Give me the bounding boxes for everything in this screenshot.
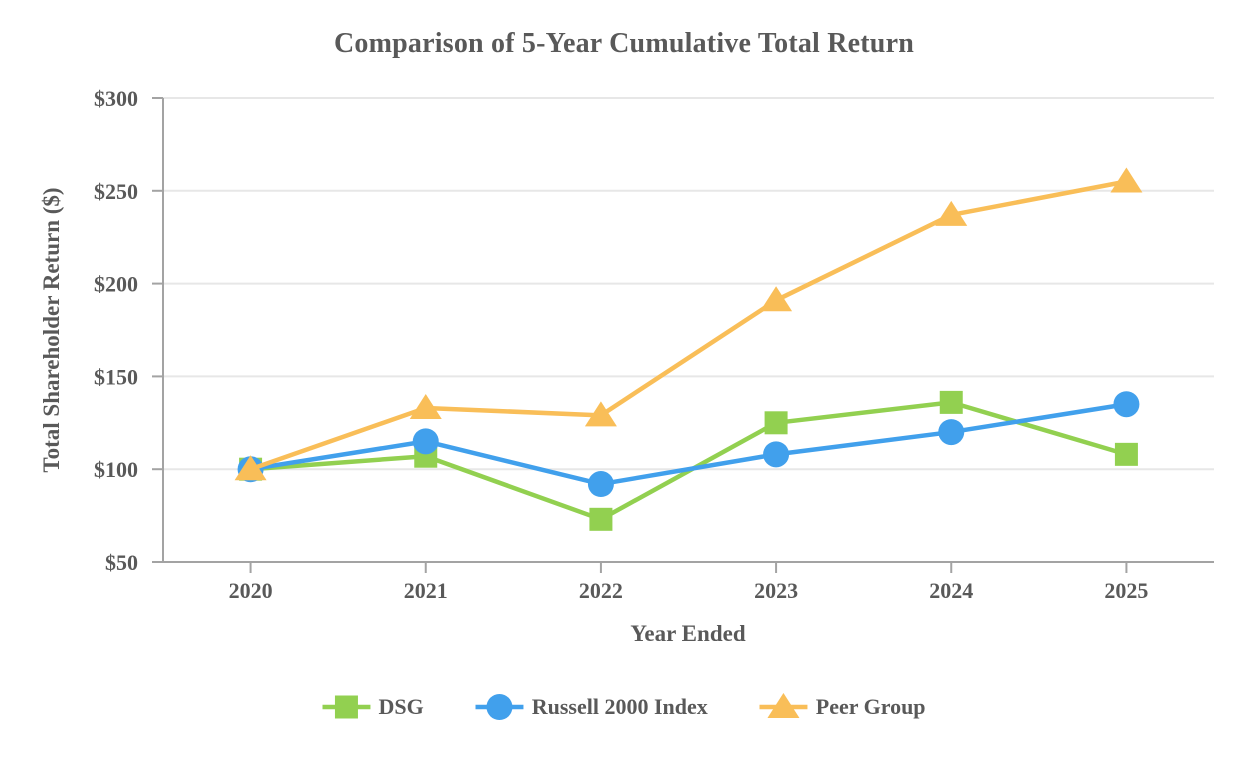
y-tick-label: $150 bbox=[94, 364, 138, 389]
x-tick-label: 2023 bbox=[754, 578, 798, 603]
legend-label: Russell 2000 Index bbox=[531, 694, 708, 719]
series-russell-2000-index-marker bbox=[1113, 391, 1140, 418]
circle-legend-marker-icon bbox=[475, 694, 524, 720]
series-russell-2000-index-marker bbox=[412, 428, 439, 455]
legend-item-dsg: DSG bbox=[322, 691, 424, 723]
series-peer-group-marker bbox=[760, 286, 793, 312]
x-tick-label: 2021 bbox=[404, 578, 448, 603]
y-tick-label: $300 bbox=[94, 86, 138, 111]
series-russell-2000-index-marker bbox=[587, 471, 614, 498]
legend-item-peer-group: Peer Group bbox=[759, 691, 926, 723]
series-russell-2000-index-marker bbox=[763, 441, 790, 468]
y-tick-label: $50 bbox=[105, 550, 138, 575]
x-tick-label: 2022 bbox=[579, 578, 623, 603]
legend-item-russell-2000-index: Russell 2000 Index bbox=[475, 691, 708, 723]
series-line-dsg bbox=[250, 400, 1128, 522]
x-tick-label: 2025 bbox=[1104, 578, 1148, 603]
y-tick-label: $250 bbox=[94, 179, 138, 204]
series-dsg-marker bbox=[1114, 442, 1138, 466]
legend-label: DSG bbox=[378, 694, 424, 719]
legend: DSG Russell 2000 Index Peer Group bbox=[322, 691, 926, 723]
x-tick-label: 2024 bbox=[929, 578, 973, 603]
y-tick-label: $200 bbox=[94, 272, 138, 297]
y-tick-label: $100 bbox=[94, 457, 138, 482]
series-dsg-marker bbox=[589, 507, 613, 531]
series-peer-group-marker bbox=[584, 401, 617, 427]
legend-label: Peer Group bbox=[815, 694, 926, 719]
x-axis-title: Year Ended bbox=[630, 621, 746, 646]
series-peer-group-marker bbox=[1110, 167, 1143, 193]
series-peer-group-marker bbox=[935, 200, 968, 226]
series-line-russell-2000-index bbox=[250, 402, 1127, 487]
series-peer-group-marker bbox=[234, 455, 267, 481]
chart-title: Comparison of 5-Year Cumulative Total Re… bbox=[334, 28, 914, 59]
series-dsg-marker bbox=[939, 390, 963, 414]
x-tick-label: 2020 bbox=[229, 578, 273, 603]
series-peer-group-marker bbox=[409, 393, 442, 419]
series-russell-2000-index-marker bbox=[938, 419, 965, 446]
series-line-peer-group bbox=[249, 179, 1127, 472]
series-dsg-marker bbox=[764, 411, 788, 435]
square-legend-marker-icon bbox=[322, 695, 371, 719]
triangle-legend-marker-icon bbox=[759, 693, 808, 718]
